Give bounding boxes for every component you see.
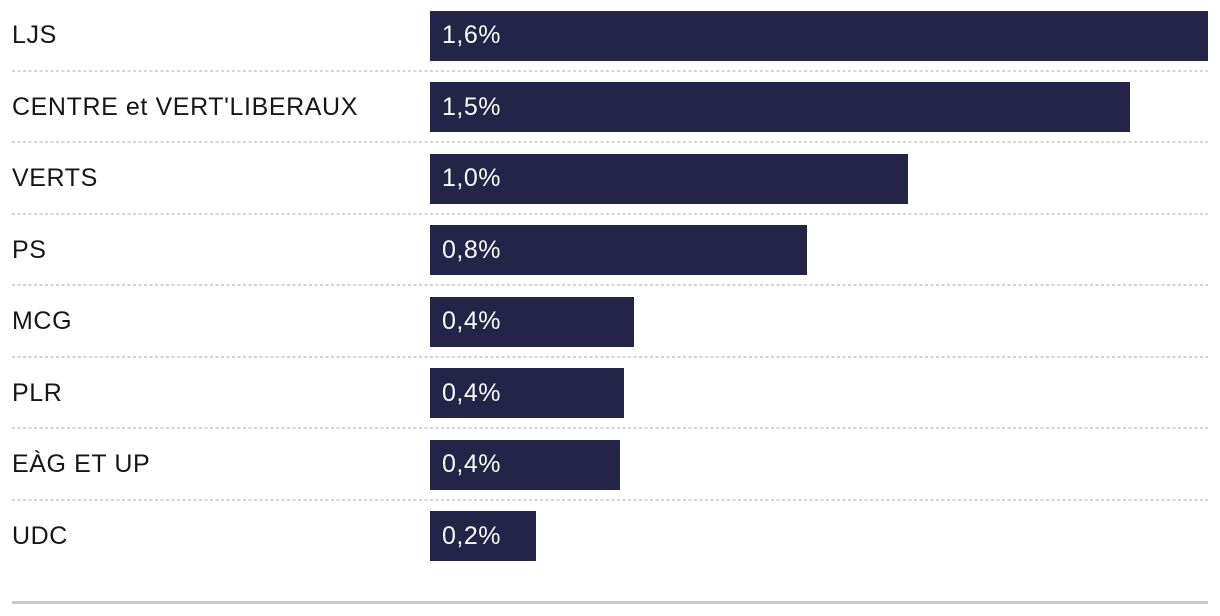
bar: 0,8% xyxy=(430,225,807,276)
bar-value-label: 1,6% xyxy=(442,21,501,50)
chart-row: PS 0,8% xyxy=(12,215,1208,287)
bar-area: 0,4% xyxy=(430,296,1208,347)
bar-value-label: 1,0% xyxy=(442,164,501,193)
chart-row: CENTRE et VERT'LIBERAUX 1,5% xyxy=(12,72,1208,144)
category-label: UDC xyxy=(12,521,68,550)
category-label: CENTRE et VERT'LIBERAUX xyxy=(12,92,358,121)
bar-area: 0,4% xyxy=(430,439,1208,490)
bar-area: 1,5% xyxy=(430,82,1208,133)
bar-value-label: 0,8% xyxy=(442,235,501,264)
bar-area: 0,8% xyxy=(430,225,1208,276)
chart-row: MCG 0,4% xyxy=(12,286,1208,358)
bar-value-label: 0,4% xyxy=(442,378,501,407)
bar-area: 1,0% xyxy=(430,153,1208,204)
category-label: EÀG ET UP xyxy=(12,450,151,479)
bar-value-label: 0,4% xyxy=(442,307,501,336)
category-label: PS xyxy=(12,235,47,264)
bar: 0,2% xyxy=(430,511,536,562)
category-label: VERTS xyxy=(12,164,98,193)
bar: 1,5% xyxy=(430,82,1130,133)
bar-area: 0,2% xyxy=(430,511,1208,562)
bar: 0,4% xyxy=(430,368,624,419)
bar-value-label: 1,5% xyxy=(442,92,501,121)
chart-row: EÀG ET UP 0,4% xyxy=(12,429,1208,501)
bottom-rule xyxy=(12,601,1208,604)
bar-value-label: 0,4% xyxy=(442,450,501,479)
chart-row: UDC 0,2% xyxy=(12,501,1208,573)
category-label: MCG xyxy=(12,307,73,336)
bar: 0,4% xyxy=(430,296,634,347)
category-label: PLR xyxy=(12,378,63,407)
chart-row: LJS 1,6% xyxy=(12,0,1208,72)
bar-area: 1,6% xyxy=(430,10,1208,61)
bar: 0,4% xyxy=(430,439,620,490)
bar-value-label: 0,2% xyxy=(442,521,501,550)
chart-rows: LJS 1,6% CENTRE et VERT'LIBERAUX 1,5% VERTS 1… xyxy=(12,0,1208,572)
category-label: LJS xyxy=(12,21,57,50)
chart-row: PLR 0,4% xyxy=(12,358,1208,430)
chart-row: VERTS 1,0% xyxy=(12,143,1208,215)
bar-area: 0,4% xyxy=(430,368,1208,419)
bar: 1,6% xyxy=(430,10,1208,61)
bar: 1,0% xyxy=(430,153,908,204)
